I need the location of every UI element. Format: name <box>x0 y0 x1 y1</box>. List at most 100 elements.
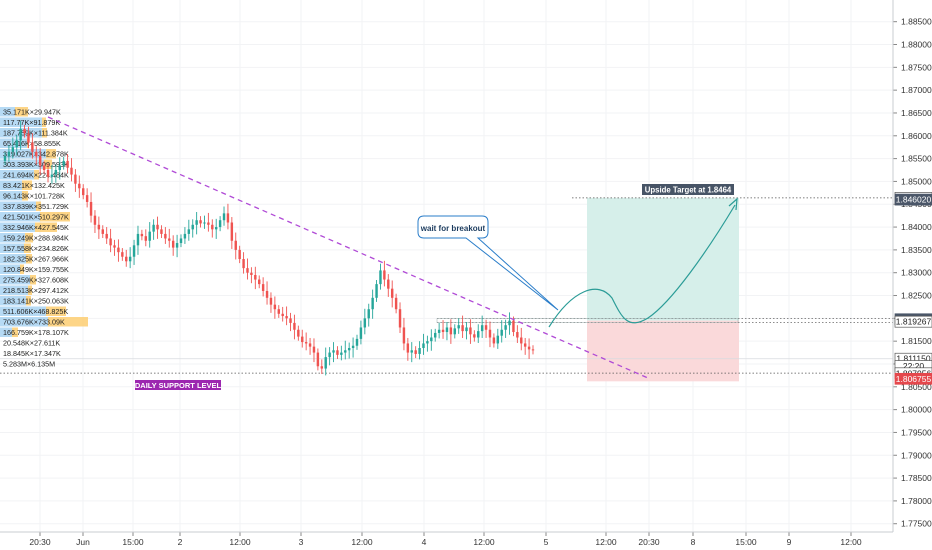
candle-body <box>199 220 202 224</box>
candle-body <box>516 332 519 338</box>
vp-row-label: 332.946K×427.545K <box>3 223 69 232</box>
candle-body <box>74 174 77 184</box>
candle-body <box>508 320 511 326</box>
vp-sell-bar <box>30 275 36 285</box>
candle-body <box>383 270 386 280</box>
candle-body <box>527 346 531 350</box>
vp-buy-bar <box>0 317 48 327</box>
candle-body <box>477 331 480 338</box>
x-tick-label: Jun <box>76 537 90 547</box>
price-label-text: 1.819267 <box>896 317 932 327</box>
vp-sell-bar <box>15 107 28 117</box>
vp-sell-bar <box>36 201 41 211</box>
vp-buy-bar <box>0 159 44 169</box>
candle-body <box>226 213 230 223</box>
y-tick-label: 1.775000 <box>901 519 932 529</box>
vp-row-label: 159.249K×288.984K <box>3 234 69 243</box>
vp-sell-bar <box>22 191 28 201</box>
x-tick-label: 20:30 <box>638 537 660 547</box>
vp-buy-bar <box>0 306 46 316</box>
vp-buy-bar <box>0 233 25 243</box>
candle-body <box>152 224 155 232</box>
candle-body <box>46 170 50 177</box>
candle-body <box>469 327 472 335</box>
price-label-box <box>894 372 932 385</box>
vp-sell-bar <box>26 254 32 264</box>
vp-buy-bar <box>0 180 22 190</box>
candle-body <box>82 188 85 196</box>
candle-body <box>164 233 167 239</box>
candle-body <box>125 256 128 262</box>
candle-body <box>19 128 22 141</box>
y-tick-label: 1.855000 <box>901 154 932 164</box>
candle-body <box>387 279 390 289</box>
breakout-callout: wait for breakout <box>417 215 559 311</box>
target-label-text: Upside Target at 1.8464 <box>645 186 732 195</box>
callout-bubble <box>417 215 559 311</box>
candle-body <box>406 343 410 353</box>
candle-body <box>265 290 269 298</box>
vp-row-label: 83.421K×132.425K <box>3 181 65 190</box>
y-tick-label: 1.875000 <box>901 62 932 72</box>
candle-body <box>31 142 34 152</box>
candle-body <box>218 220 222 228</box>
candle-body <box>38 156 42 166</box>
price-label-text: 1.806755 <box>896 374 932 384</box>
candle-body <box>191 224 194 230</box>
target-label-bg <box>642 184 734 195</box>
candle-body <box>15 140 18 148</box>
candle-body <box>492 337 496 344</box>
x-tick-label: 12:00 <box>473 537 495 547</box>
candle-body <box>187 229 191 234</box>
candle-body <box>23 128 26 134</box>
vp-row-label: 511.606K×468.825K <box>3 307 68 316</box>
candle-body <box>453 328 456 335</box>
candle-body <box>394 297 398 310</box>
y-tick-label: 1.865000 <box>901 108 932 118</box>
x-tick-label: 4 <box>422 537 427 547</box>
candle-body <box>340 352 343 355</box>
candle-body <box>148 231 151 241</box>
candle-body <box>289 318 292 323</box>
candle-body <box>398 309 402 328</box>
x-tick-label: 12:00 <box>595 537 617 547</box>
candle-body <box>371 297 374 310</box>
candle-body <box>402 327 406 344</box>
projected-path <box>548 204 736 328</box>
candle-body <box>449 327 453 335</box>
candle-body <box>66 160 69 168</box>
candle-body <box>484 325 488 330</box>
candle-body <box>422 343 425 349</box>
y-tick-label: 1.800000 <box>901 405 932 415</box>
candle-body <box>89 201 93 216</box>
vp-row-label: 117.77K×91.879K <box>3 118 60 127</box>
candle-body <box>312 346 316 353</box>
candle-body <box>113 245 116 248</box>
candle-body <box>281 313 284 317</box>
candle-body <box>144 236 148 241</box>
candle-body <box>414 350 417 354</box>
level-lines <box>0 197 893 374</box>
y-tick-label: 1.795000 <box>901 427 932 437</box>
candle-body <box>461 325 464 332</box>
candle-body <box>179 238 183 244</box>
vp-buy-bar <box>0 243 24 253</box>
vp-sell-bar <box>35 222 57 232</box>
candle-body <box>473 334 476 338</box>
candle-body <box>496 335 500 344</box>
candle-body <box>195 220 198 225</box>
vp-row-label: 241.694K×224.484K <box>3 171 69 180</box>
candle-body <box>128 256 132 262</box>
vp-sell-bar <box>12 327 18 337</box>
vp-sell-bar <box>34 170 39 180</box>
x-tick-label: 5 <box>544 537 549 547</box>
vp-buy-bar <box>0 285 28 295</box>
candle-body <box>273 304 277 310</box>
candle-body <box>27 133 30 143</box>
candle-body <box>531 349 535 351</box>
candle-body <box>109 238 112 246</box>
vp-row-label: 703.676K×733.09K <box>3 318 65 327</box>
candle-body <box>351 345 355 349</box>
candle-body <box>160 229 163 234</box>
